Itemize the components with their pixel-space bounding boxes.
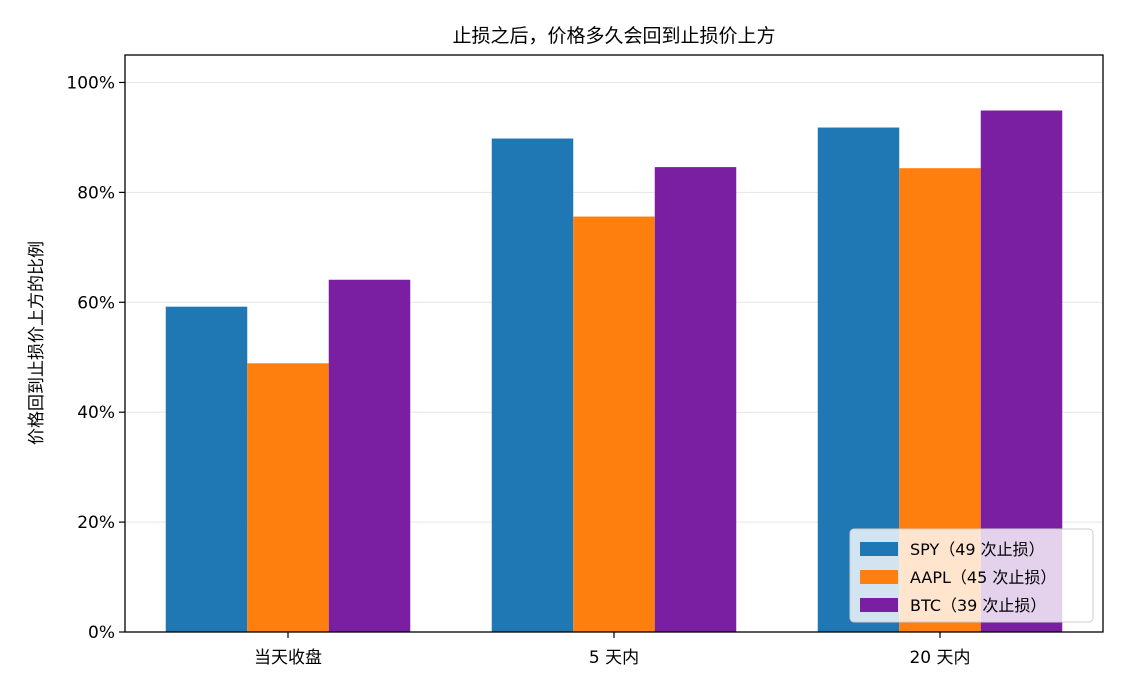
y-tick-label: 60% [77,293,115,313]
chart-title: 止损之后，价格多久会回到止损价上方 [452,25,775,47]
x-tick-label: 5 天内 [589,648,639,668]
legend: SPY（49 次止损） AAPL（45 次止损） BTC（39 次止损） [849,528,1094,623]
y-tick-label: 80% [77,183,115,203]
legend-swatch [860,598,898,612]
legend-label: AAPL（45 次止损） [910,568,1056,587]
legend-swatch [860,570,898,584]
bar-aapl-1 [573,216,655,632]
x-tick-label: 20 天内 [909,648,970,668]
y-tick-label: 100% [66,73,115,93]
x-tick-label: 当天收盘 [254,648,322,668]
legend-label: SPY（49 次止损） [910,540,1045,559]
x-axis-ticks: 当天收盘 5 天内 20 天内 [254,632,971,668]
legend-box [849,528,1094,623]
y-tick-label: 40% [77,403,115,423]
legend-label: BTC（39 次止损） [910,596,1046,615]
bar-aapl-0 [247,363,329,632]
y-axis-label: 价格回到止损价上方的比例 [27,241,47,445]
y-axis-ticks: 0% 20% 40% 60% 80% 100% [66,73,125,643]
y-tick-label: 20% [77,513,115,533]
bar-spy-1 [491,138,574,632]
y-tick-label: 0% [88,623,115,643]
bar-btc-0 [328,279,411,632]
bar-btc-1 [654,167,737,633]
legend-swatch [860,542,898,556]
bar-spy-0 [165,306,248,632]
